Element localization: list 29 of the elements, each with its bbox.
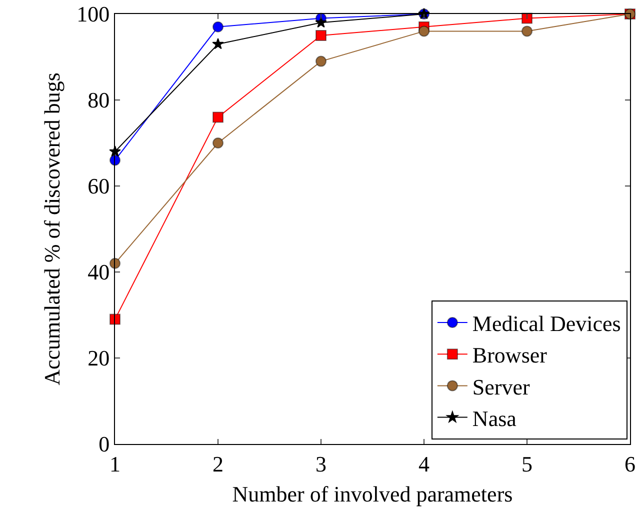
x-tick-label: 2 bbox=[212, 451, 224, 476]
y-tick-label: 20 bbox=[88, 346, 110, 371]
legend-label: Server bbox=[472, 374, 531, 400]
point bbox=[418, 26, 430, 37]
y-tick-label: 80 bbox=[88, 88, 110, 113]
y-axis-title: Accumulated % of discovered bugs bbox=[39, 72, 64, 386]
y-tick-label: 60 bbox=[88, 174, 110, 199]
x-tick-label: 3 bbox=[316, 451, 326, 476]
point bbox=[110, 258, 120, 269]
legend-label: Browser bbox=[472, 342, 548, 368]
point bbox=[212, 112, 224, 123]
point bbox=[316, 30, 326, 41]
y-tick-label: 40 bbox=[88, 260, 110, 285]
point bbox=[212, 21, 224, 32]
x-tick-label: 5 bbox=[522, 451, 532, 476]
point bbox=[316, 56, 326, 67]
legend-label: Nasa bbox=[472, 406, 517, 431]
y-tick-label: 0 bbox=[98, 432, 110, 457]
x-tick-label: 6 bbox=[624, 451, 636, 476]
point bbox=[212, 38, 224, 50]
point bbox=[522, 26, 532, 37]
legend-label: Medical Devices bbox=[472, 311, 621, 336]
point bbox=[315, 16, 327, 28]
x-tick-label: 1 bbox=[110, 451, 120, 476]
y-tick-label: 100 bbox=[76, 2, 110, 27]
x-tick-label: 4 bbox=[418, 451, 430, 476]
point bbox=[212, 138, 224, 148]
point bbox=[110, 314, 120, 325]
x-axis-title: Number of involved parameters bbox=[232, 481, 513, 506]
